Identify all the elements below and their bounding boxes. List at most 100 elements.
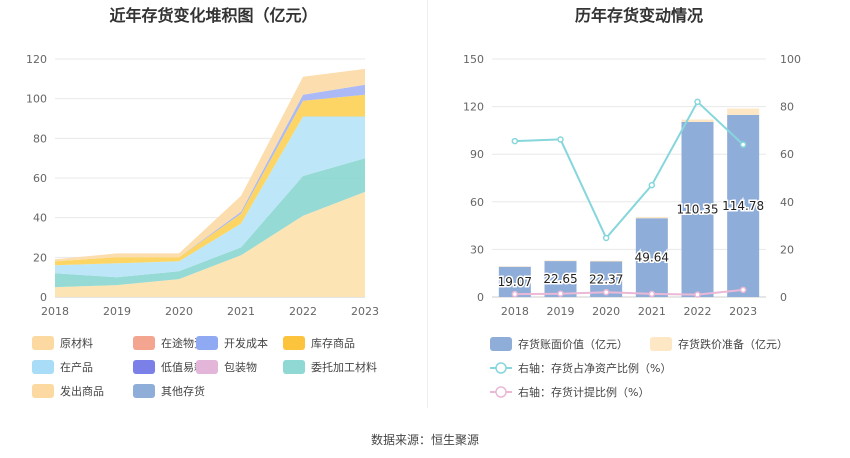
provision-ratio-point bbox=[511, 290, 519, 298]
left-area-开发成本(2) bbox=[55, 84, 365, 262]
legend-swatch-icon bbox=[196, 336, 218, 350]
right-right-y-tick-label: 40 bbox=[780, 196, 794, 209]
right-legend-provision-ratio[interactable]: 右轴：存货计提比例（%） bbox=[490, 384, 649, 400]
right-left-y-tick-label: 30 bbox=[470, 243, 484, 256]
left-x-tick-label: 2019 bbox=[103, 305, 131, 318]
legend-swatch-icon bbox=[490, 337, 512, 351]
left-y-tick-label: 80 bbox=[33, 132, 47, 145]
impairment-bar bbox=[544, 260, 577, 262]
right-right-y-tick-label: 20 bbox=[780, 243, 794, 256]
right-left-y-tick-label: 90 bbox=[470, 148, 484, 161]
right-x-tick-label: 2022 bbox=[684, 305, 712, 318]
impairment-bar bbox=[727, 108, 760, 115]
legend-label: 其他存货 bbox=[161, 385, 205, 398]
legend-label: 在产品 bbox=[60, 361, 93, 374]
right-x-tick-label: 2021 bbox=[638, 305, 666, 318]
right-legend-book-value[interactable]: 存货账面价值（亿元） bbox=[490, 336, 628, 352]
left-y-tick-label: 60 bbox=[33, 172, 47, 185]
net-asset-ratio-point bbox=[694, 98, 701, 106]
left-legend-item[interactable]: 在途物资 bbox=[133, 335, 205, 351]
net-asset-ratio-point bbox=[602, 234, 610, 242]
left-y-tick-label: 0 bbox=[40, 291, 47, 304]
provision-ratio-point bbox=[694, 291, 701, 298]
legend-swatch-icon bbox=[490, 361, 512, 375]
legend-swatch-icon bbox=[283, 360, 305, 374]
right-x-tick-label: 2019 bbox=[547, 305, 575, 318]
net-asset-ratio-point bbox=[557, 136, 564, 143]
legend-swatch-icon bbox=[32, 336, 54, 350]
left-area-库存商品(2) bbox=[55, 94, 365, 266]
right-x-tick-label: 2018 bbox=[501, 305, 529, 318]
right-right-y-tick-label: 80 bbox=[780, 101, 794, 114]
provision-ratio-point bbox=[648, 290, 656, 298]
right-left-y-tick-label: 60 bbox=[470, 196, 484, 209]
book-value-label: 22.37 bbox=[589, 272, 623, 286]
left-y-tick-label: 40 bbox=[33, 212, 47, 225]
legend-swatch-icon bbox=[133, 360, 155, 374]
legend-label: 存货账面价值（亿元） bbox=[518, 338, 628, 351]
book-value-label: 19.07 bbox=[498, 275, 532, 289]
provision-ratio-line bbox=[514, 288, 744, 296]
right-left-y-tick-label: 120 bbox=[463, 101, 484, 114]
right-right-y-tick-label: 0 bbox=[780, 291, 787, 304]
legend-label: 右轴：存货计提比例（%） bbox=[518, 386, 650, 399]
legend-swatch-icon bbox=[650, 337, 672, 351]
provision-ratio-point bbox=[557, 290, 564, 297]
left-legend-item[interactable]: 发出商品 bbox=[32, 383, 104, 399]
legend-swatch-icon bbox=[32, 384, 54, 398]
provision-ratio-point bbox=[739, 286, 747, 294]
left-y-tick-label: 100 bbox=[26, 93, 47, 106]
impairment-bar bbox=[590, 260, 623, 262]
legend-label: 发出商品 bbox=[60, 385, 104, 398]
right-x-tick-label: 2020 bbox=[592, 305, 620, 318]
legend-swatch-icon bbox=[196, 360, 218, 374]
left-area-发出商品 bbox=[55, 68, 365, 262]
net-asset-ratio-point bbox=[511, 137, 519, 145]
left-legend-item[interactable]: 在产品 bbox=[32, 359, 93, 375]
legend-label: 开发成本 bbox=[224, 337, 268, 350]
left-y-tick-label: 20 bbox=[33, 251, 47, 264]
net-asset-ratio-point bbox=[739, 141, 747, 148]
left-area-在产品(2) bbox=[55, 116, 365, 278]
right-right-y-tick-label: 60 bbox=[780, 148, 794, 161]
left-area-原材料 bbox=[55, 191, 365, 297]
book-value-label: 49.64 bbox=[635, 251, 669, 265]
right-legend-net-asset-ratio[interactable]: 右轴：存货占净资产比例（%） bbox=[490, 360, 671, 376]
right-left-y-tick-label: 150 bbox=[463, 53, 484, 66]
left-chart-title: 近年存货变化堆积图（亿元） bbox=[109, 6, 318, 25]
net-asset-ratio-line bbox=[514, 100, 744, 240]
left-legend-item[interactable]: 其他存货 bbox=[133, 383, 205, 399]
book-value-label: 110.35 bbox=[677, 202, 719, 216]
legend-label: 存货跌价准备（亿元） bbox=[678, 338, 788, 351]
right-right-y-tick-label: 100 bbox=[780, 53, 801, 66]
left-legend-item[interactable]: 开发成本 bbox=[196, 335, 268, 351]
book-value-bar bbox=[681, 121, 714, 297]
legend-swatch-icon bbox=[133, 336, 155, 350]
net-asset-ratio-point bbox=[648, 181, 656, 189]
left-legend-item[interactable]: 原材料 bbox=[32, 335, 93, 351]
right-legend-impairment[interactable]: 存货跌价准备（亿元） bbox=[650, 336, 788, 352]
legend-label: 委托加工材料 bbox=[311, 361, 377, 374]
legend-label: 库存商品 bbox=[311, 337, 355, 350]
right-chart-title: 历年存货变动情况 bbox=[574, 6, 703, 25]
left-y-tick-label: 120 bbox=[26, 53, 47, 66]
left-legend-item[interactable]: 库存商品 bbox=[283, 335, 355, 351]
impairment-bar bbox=[635, 216, 668, 219]
book-value-bar bbox=[635, 218, 668, 297]
data-source: 数据来源：恒生聚源 bbox=[370, 433, 479, 447]
left-area-委托加工材料 bbox=[55, 158, 365, 288]
legend-label: 右轴：存货占净资产比例（%） bbox=[518, 362, 672, 375]
left-x-tick-label: 2021 bbox=[227, 305, 255, 318]
right-x-tick-label: 2023 bbox=[729, 305, 757, 318]
provision-ratio-point bbox=[602, 288, 610, 296]
impairment-bar bbox=[681, 119, 714, 122]
left-legend-item[interactable]: 包装物 bbox=[196, 359, 257, 375]
legend-label: 在途物资 bbox=[161, 337, 205, 350]
panel-divider bbox=[427, 0, 428, 408]
left-x-tick-label: 2022 bbox=[289, 305, 317, 318]
left-legend-item[interactable]: 委托加工材料 bbox=[283, 359, 377, 375]
right-left-y-tick-label: 0 bbox=[477, 291, 484, 304]
book-value-label: 22.65 bbox=[543, 272, 577, 286]
left-x-tick-label: 2020 bbox=[165, 305, 193, 318]
